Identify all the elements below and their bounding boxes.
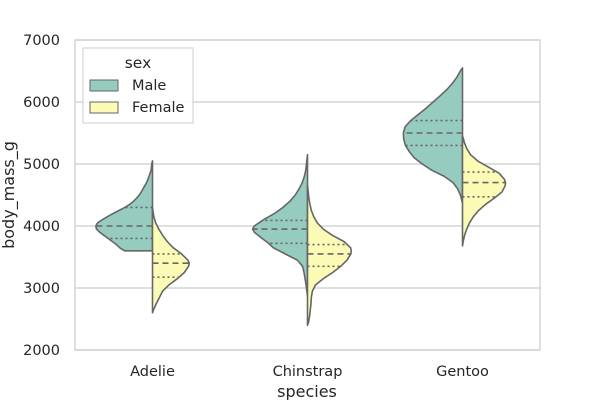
plot-frame [74, 39, 541, 351]
violin-half [402, 67, 464, 204]
violin-adelie-female [151, 206, 191, 314]
legend: sex Male Female [82, 47, 194, 124]
x-tick-label: Adelie [130, 364, 175, 380]
y-tick-label: 4000 [23, 219, 60, 235]
violin-half [151, 206, 191, 314]
y-tick-label: 7000 [23, 33, 60, 49]
y-tick-label: 2000 [23, 343, 60, 359]
y-tick-label: 6000 [23, 95, 60, 111]
legend-swatch-female [89, 101, 119, 114]
legend-title: sex [125, 54, 152, 72]
legend-swatch-male [89, 79, 119, 92]
violin-adelie-male [95, 160, 154, 252]
violin-half [251, 153, 309, 297]
legend-label-male: Male [132, 78, 166, 94]
x-tick-label: Gentoo [436, 364, 489, 380]
y-tick-label: 5000 [23, 157, 60, 173]
violin-gentoo-male [402, 67, 464, 204]
violin-half [95, 160, 154, 252]
violins [95, 67, 507, 326]
x-tick-labels: Adelie Chinstrap Gentoo [130, 364, 489, 380]
legend-items: Male Female [89, 78, 185, 116]
violin-chinstrap-male [251, 153, 309, 297]
violin-half [461, 135, 507, 247]
y-tick-label: 3000 [23, 281, 60, 297]
y-axis-title: body_mass_g [0, 141, 19, 249]
legend-label-female: Female [132, 100, 185, 116]
violin-chinstrap-female [306, 184, 353, 326]
violin-half [306, 184, 353, 326]
x-tick-label: Chinstrap [273, 364, 343, 380]
y-tick-labels: 2000 3000 4000 5000 6000 7000 [23, 33, 60, 359]
x-axis-title: species [277, 382, 337, 400]
violin-gentoo-female [461, 135, 507, 247]
